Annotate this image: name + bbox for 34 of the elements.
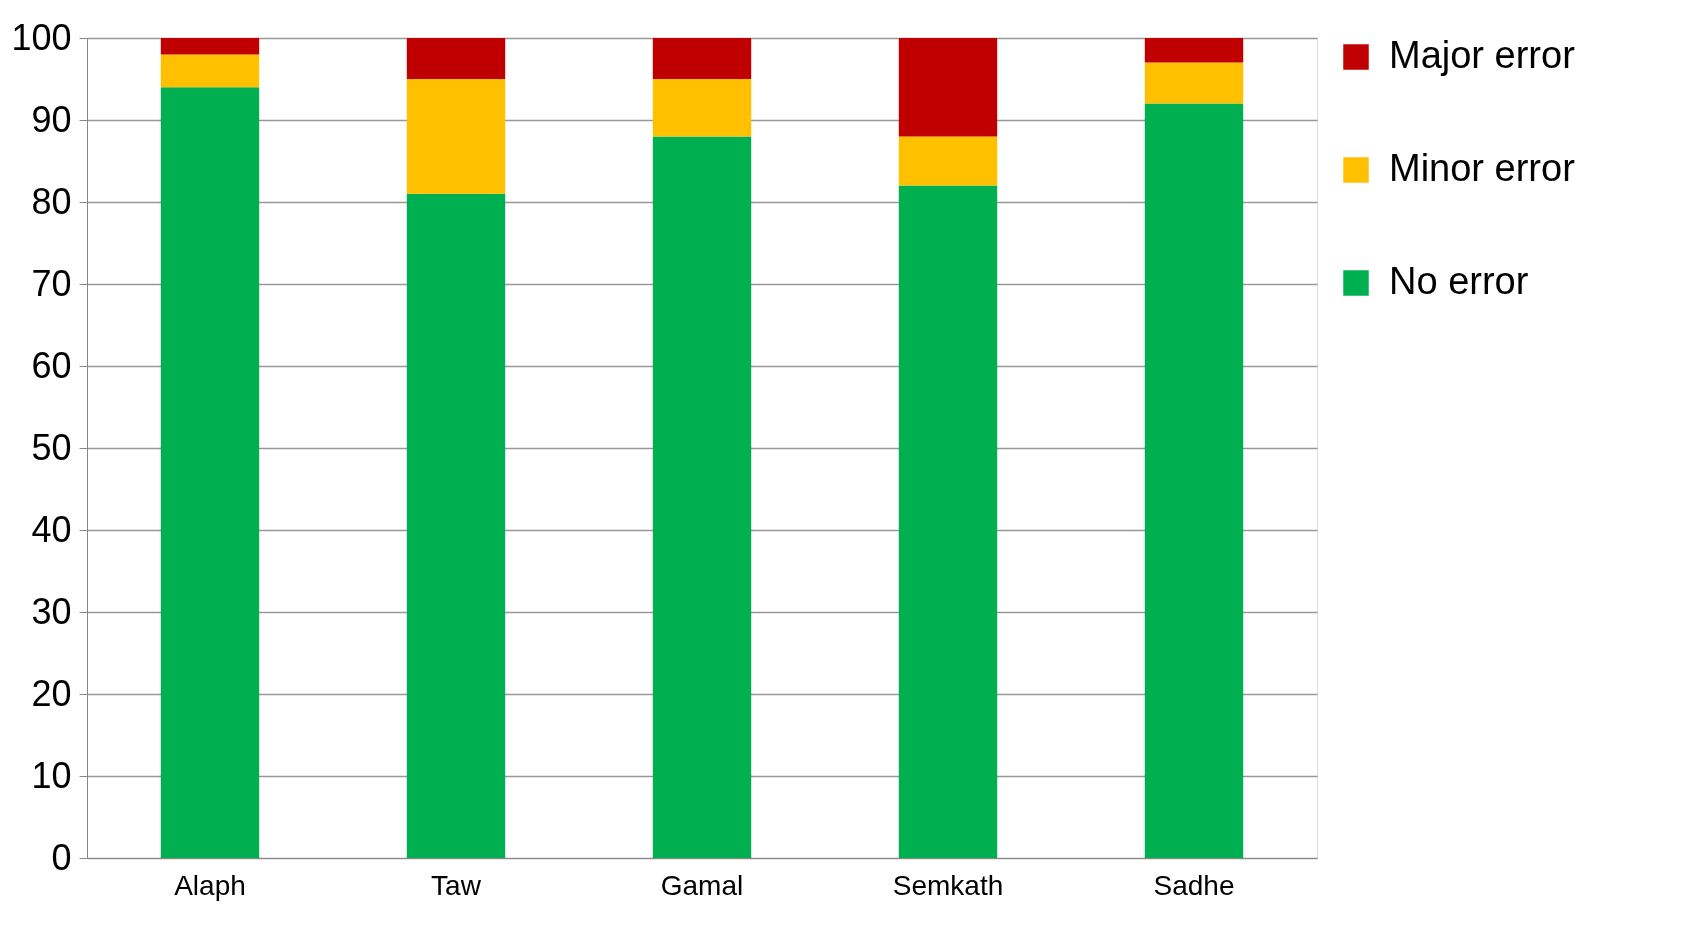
bar: [160, 87, 260, 858]
bar: [898, 185, 998, 858]
y-tick-label: 90: [31, 98, 72, 140]
x-tick-label: Sadhe: [1153, 869, 1235, 901]
y-tick-label: 10: [31, 754, 72, 796]
x-tick-label: Taw: [431, 869, 482, 901]
y-tick-label: 50: [31, 426, 72, 468]
bar: [1144, 103, 1244, 858]
bar: [406, 79, 506, 194]
x-tick-label: Gamal: [660, 869, 744, 901]
y-tick-label: 60: [31, 344, 72, 386]
bar: [652, 136, 752, 858]
bar: [1144, 62, 1244, 104]
bar: [898, 38, 998, 137]
bar: [652, 79, 752, 137]
bar: [406, 193, 506, 858]
x-tick-label: Semkath: [892, 869, 1004, 901]
y-tick-label: 20: [31, 672, 72, 714]
y-tick-label: 0: [51, 836, 72, 878]
bar: [652, 38, 752, 79]
y-tick-label: 80: [31, 180, 72, 222]
legend-label: Minor error: [1389, 147, 1576, 189]
y-tick-label: 100: [11, 16, 72, 58]
bar: [1144, 38, 1244, 63]
bar: [898, 136, 998, 186]
bar: [160, 54, 260, 88]
y-tick-label: 40: [31, 508, 72, 550]
bar: [160, 38, 260, 55]
x-tick-label: Alaph: [174, 869, 246, 901]
y-tick-label: 30: [31, 590, 72, 632]
y-tick-label: 70: [31, 262, 72, 304]
legend-label: No error: [1389, 260, 1529, 302]
legend-label: Major error: [1389, 34, 1576, 76]
bar: [406, 38, 506, 79]
